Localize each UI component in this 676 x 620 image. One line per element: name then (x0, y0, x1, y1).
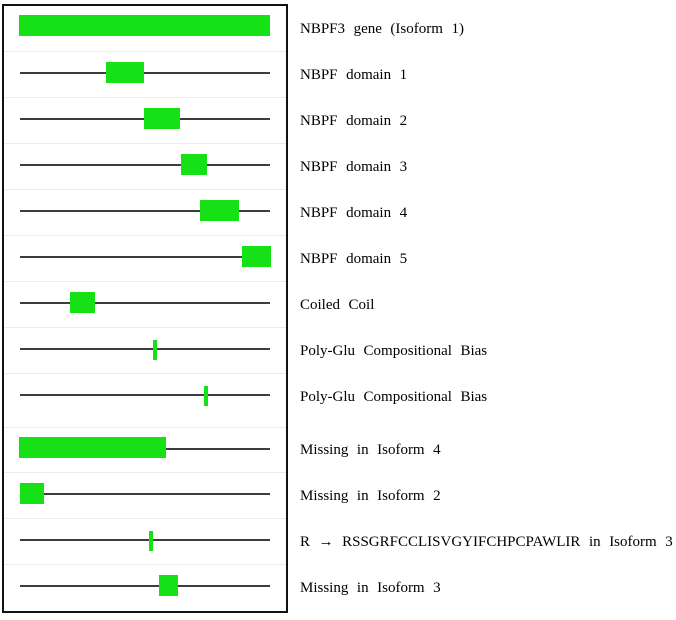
feature-label: R → RSSGRFCCLISVGYIFCHPCPAWLIR in Isofor… (300, 533, 673, 550)
feature-row (4, 328, 286, 374)
feature-row (4, 519, 286, 565)
feature-row (4, 374, 286, 420)
feature-bar (19, 437, 166, 458)
sequence-line (20, 585, 270, 587)
feature-label: NBPF domain 2 (300, 112, 408, 129)
feature-label: Poly-Glu Compositional Bias (300, 388, 488, 405)
sequence-line (20, 394, 270, 396)
feature-label: NBPF domain 3 (300, 158, 408, 175)
feature-tick (204, 386, 208, 406)
sequence-line (20, 493, 270, 495)
sequence-line (20, 72, 270, 74)
feature-bar (19, 15, 270, 36)
feature-box (200, 200, 239, 221)
feature-label: Missing in Isoform 4 (300, 441, 441, 458)
feature-box (242, 246, 271, 267)
feature-label: Missing in Isoform 2 (300, 487, 441, 504)
feature-box (159, 575, 178, 596)
feature-label: NBPF domain 5 (300, 250, 408, 267)
feature-row (4, 427, 286, 473)
feature-section-isoforms (4, 427, 286, 611)
sequence-line (20, 256, 270, 258)
sequence-line (20, 539, 270, 541)
sequence-line (20, 164, 270, 166)
feature-row (4, 52, 286, 98)
feature-box (20, 483, 44, 504)
feature-label: NBPF domain 4 (300, 204, 408, 221)
feature-section-domains (4, 6, 286, 420)
sequence-line (20, 210, 270, 212)
feature-label: NBPF domain 1 (300, 66, 408, 83)
feature-row (4, 144, 286, 190)
feature-tick (153, 340, 157, 360)
feature-row (4, 6, 286, 52)
sequence-line (20, 348, 270, 350)
feature-row (4, 282, 286, 328)
feature-panel (2, 4, 288, 613)
feature-box (144, 108, 180, 129)
feature-box (70, 292, 95, 313)
feature-tick (149, 531, 153, 551)
feature-label: Coiled Coil (300, 296, 375, 313)
feature-row (4, 565, 286, 611)
feature-row (4, 190, 286, 236)
feature-row (4, 98, 286, 144)
feature-label: Missing in Isoform 3 (300, 579, 441, 596)
feature-row (4, 473, 286, 519)
feature-label: Poly-Glu Compositional Bias (300, 342, 488, 359)
feature-row (4, 236, 286, 282)
feature-label: NBPF3 gene (Isoform 1) (300, 20, 464, 37)
feature-box (106, 62, 144, 83)
feature-box (181, 154, 207, 175)
section-gap (4, 420, 286, 427)
sequence-line (20, 302, 270, 304)
